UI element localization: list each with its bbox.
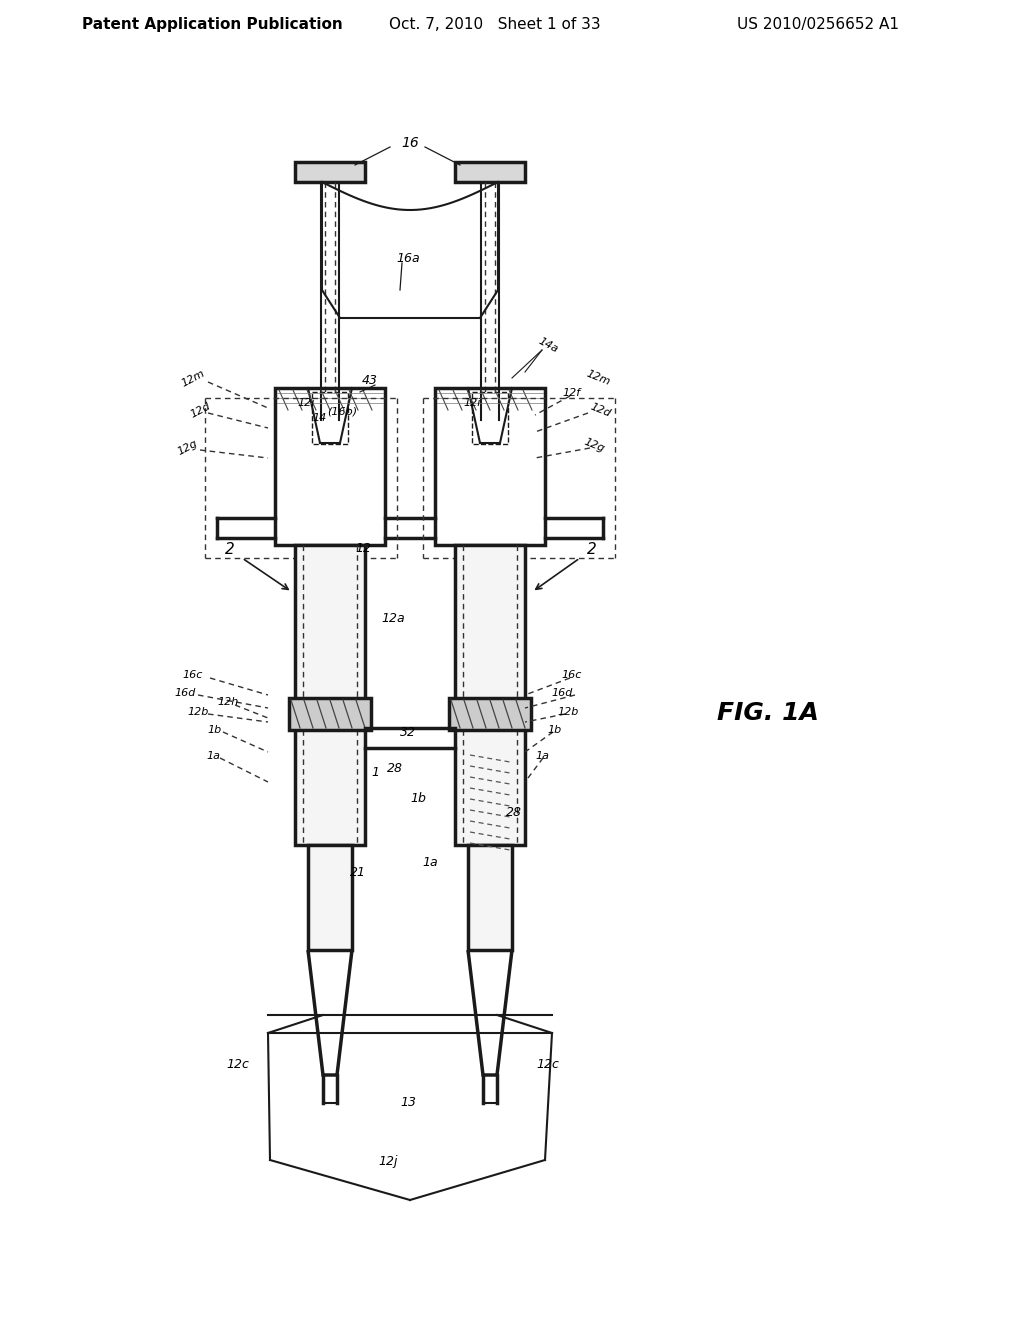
Text: 14a: 14a (537, 335, 560, 354)
Text: 16d: 16d (174, 688, 196, 698)
Text: 12j: 12j (378, 1155, 397, 1168)
Text: Oct. 7, 2010   Sheet 1 of 33: Oct. 7, 2010 Sheet 1 of 33 (389, 17, 601, 32)
Text: 13: 13 (400, 1096, 416, 1109)
Text: 12d: 12d (588, 401, 611, 418)
Text: 1b: 1b (410, 792, 426, 804)
Text: 1b: 1b (208, 725, 222, 735)
Text: 16a: 16a (396, 252, 420, 264)
Text: 1a: 1a (422, 855, 438, 869)
Text: 12g: 12g (176, 438, 200, 458)
Text: 21: 21 (350, 866, 366, 879)
Text: 12c: 12c (226, 1059, 250, 1072)
Text: 1b: 1b (548, 725, 562, 735)
Bar (455, 162, 525, 182)
Bar (468, 845, 512, 950)
Text: 12: 12 (355, 541, 371, 554)
Bar (295, 162, 365, 182)
Text: (16b): (16b) (327, 407, 357, 417)
Text: 1: 1 (371, 766, 379, 779)
Bar (435, 388, 545, 545)
Text: 28: 28 (506, 805, 522, 818)
Bar (472, 392, 508, 444)
Text: 12g: 12g (583, 437, 606, 454)
Text: Patent Application Publication: Patent Application Publication (82, 17, 343, 32)
Text: 1a: 1a (535, 751, 549, 762)
Bar (308, 845, 352, 950)
Text: 14: 14 (313, 413, 327, 422)
Bar (289, 698, 371, 730)
Text: 12i: 12i (297, 399, 314, 408)
Bar (312, 392, 348, 444)
Text: 16c: 16c (183, 671, 203, 680)
Text: 16: 16 (401, 136, 419, 150)
Text: 12c: 12c (537, 1059, 559, 1072)
Text: 12a: 12a (381, 611, 404, 624)
Text: 12b: 12b (557, 708, 579, 717)
Text: 12f: 12f (563, 388, 581, 399)
Text: 12m: 12m (179, 368, 207, 388)
Text: 43: 43 (362, 374, 378, 387)
Bar (455, 545, 525, 845)
Bar (295, 545, 365, 845)
Text: 12m: 12m (585, 368, 611, 387)
Text: 12b: 12b (187, 708, 209, 717)
Text: 28: 28 (387, 762, 403, 775)
Text: 16d: 16d (551, 688, 572, 698)
Bar (449, 698, 531, 730)
Text: 12d: 12d (188, 400, 212, 420)
Text: 12i: 12i (463, 399, 480, 408)
Text: 12h: 12h (217, 697, 239, 708)
Bar (275, 388, 385, 545)
Text: 2: 2 (225, 543, 234, 557)
Text: 1a: 1a (206, 751, 220, 762)
Text: FIG. 1A: FIG. 1A (717, 701, 819, 725)
Text: US 2010/0256652 A1: US 2010/0256652 A1 (737, 17, 899, 32)
Text: 32: 32 (400, 726, 416, 738)
Text: 2: 2 (587, 543, 597, 557)
Text: 16c: 16c (562, 671, 583, 680)
